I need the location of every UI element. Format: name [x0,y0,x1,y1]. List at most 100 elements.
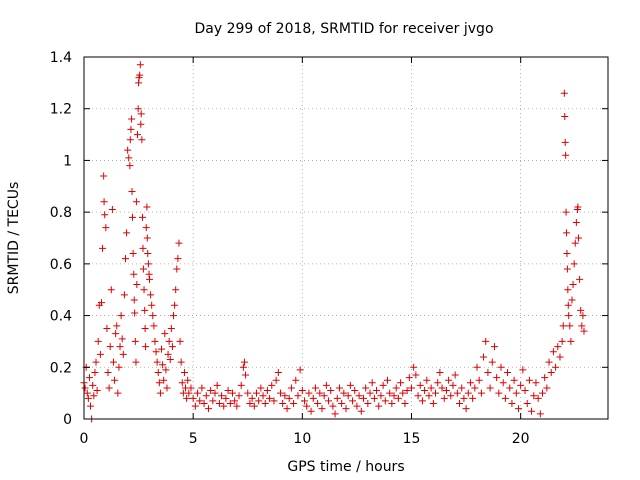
data-point-marker [331,410,339,418]
data-point-marker [140,286,148,294]
data-point-marker [562,151,570,159]
data-point-marker [89,381,97,389]
data-point-marker [333,394,341,402]
data-point-marker [577,306,585,314]
data-point-marker [163,384,171,392]
data-point-marker [152,348,160,356]
data-point-marker [486,384,494,392]
data-point-marker [532,379,540,387]
data-point-marker [521,387,529,395]
data-point-marker [512,389,520,397]
data-point-marker [207,387,215,395]
data-point-marker [94,337,102,345]
data-point-marker [136,61,144,69]
data-point-marker [107,286,115,294]
data-point-marker [215,399,223,407]
data-point-marker [322,381,330,389]
data-point-marker [257,384,265,392]
data-point-marker [90,392,98,400]
data-point-marker [488,358,496,366]
data-point-marker [191,402,199,410]
data-point-marker [138,136,146,144]
data-point-marker [569,281,577,289]
data-point-marker [115,363,123,371]
data-point-marker [364,399,372,407]
data-point-marker [329,402,337,410]
data-point-marker [566,322,574,330]
data-point-marker [307,407,315,415]
data-point-marker [235,392,243,400]
data-point-marker [418,397,426,405]
data-point-marker [130,296,138,304]
data-point-marker [132,198,140,206]
data-point-marker [142,343,150,351]
data-point-marker [130,270,138,278]
data-point-marker [414,392,422,400]
data-point-marker [261,399,269,407]
data-point-marker [285,394,293,402]
data-point-marker [320,392,328,400]
data-point-marker [180,368,188,376]
data-point-marker [458,384,466,392]
data-point-marker [139,244,147,252]
data-point-marker [528,407,536,415]
data-point-marker [423,376,431,384]
data-point-marker [335,384,343,392]
data-point-marker [514,405,522,413]
data-point-marker [244,389,252,397]
data-point-marker [460,394,468,402]
data-point-marker [151,337,159,345]
data-point-marker [366,389,374,397]
data-point-marker [292,376,300,384]
data-point-marker [106,343,114,351]
data-point-marker [497,363,505,371]
data-point-marker [100,198,108,206]
data-point-marker [228,389,236,397]
data-point-marker [508,399,516,407]
data-point-marker [142,224,150,232]
data-point-marker [296,366,304,374]
data-point-marker [525,376,533,384]
data-point-marker [161,330,169,338]
data-point-marker [185,389,193,397]
data-point-marker [250,402,258,410]
data-point-marker [536,410,544,418]
data-point-marker [165,337,173,345]
data-point-marker [173,265,181,273]
x-tick-label: 10 [293,431,311,447]
data-point-marker [432,389,440,397]
data-point-marker [429,399,437,407]
data-point-marker [349,397,357,405]
data-point-marker [111,376,119,384]
data-point-marker [168,343,176,351]
data-point-marker [154,368,162,376]
data-point-marker [471,384,479,392]
data-point-marker [482,337,490,345]
x-axis-label: GPS time / hours [287,459,404,475]
data-point-marker [517,381,525,389]
data-point-marker [126,136,134,144]
data-point-marker [200,399,208,407]
data-point-marker [204,405,212,413]
data-point-marker [456,399,464,407]
data-point-marker [255,397,263,405]
data-point-marker [442,387,450,395]
data-point-marker [240,358,248,366]
data-point-marker [575,234,583,242]
data-point-marker [311,384,319,392]
data-point-marker [202,392,210,400]
data-point-marker [370,394,378,402]
data-point-marker [91,368,99,376]
data-point-marker [558,337,566,345]
data-point-marker [294,392,302,400]
data-point-marker [116,343,124,351]
data-point-marker [139,213,147,221]
data-point-marker [464,389,472,397]
data-point-marker [377,392,385,400]
data-point-marker [81,384,89,392]
data-point-marker [99,244,107,252]
data-point-marker [340,389,348,397]
data-point-marker [473,363,481,371]
y-tick-label: 1.4 [50,50,72,66]
data-point-marker [189,394,197,402]
